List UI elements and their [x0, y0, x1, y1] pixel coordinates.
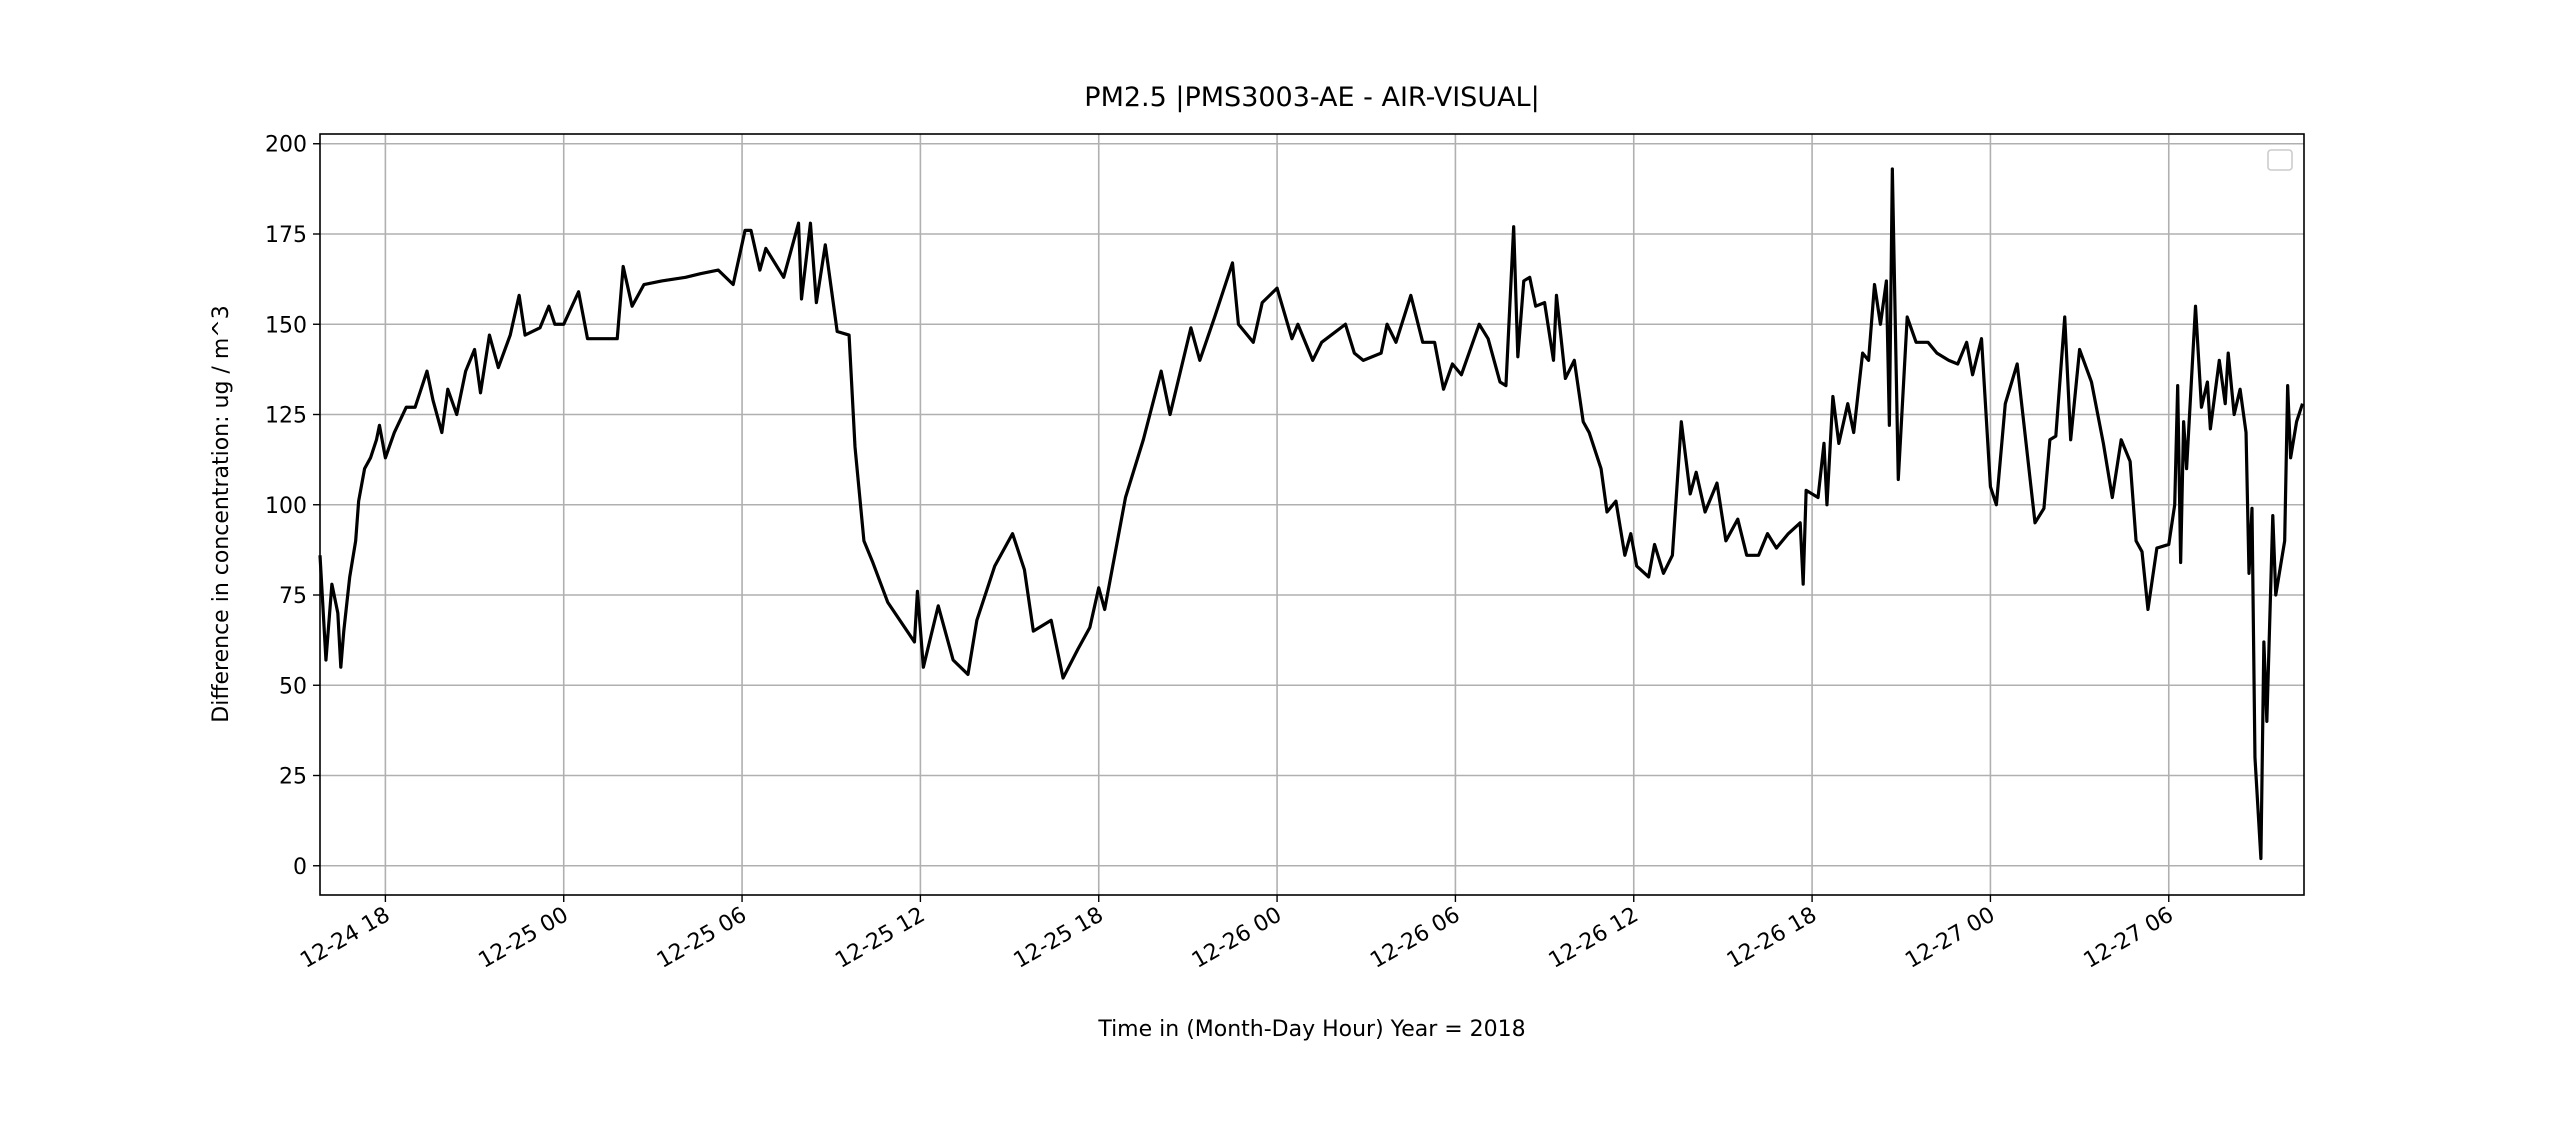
y-tick-label: 25 — [279, 765, 307, 790]
y-tick-label: 175 — [265, 223, 307, 248]
legend-box — [2267, 149, 2293, 171]
y-tick-label: 200 — [265, 133, 307, 158]
x-axis-label: Time in (Month-Day Hour) Year = 2018 — [1097, 1017, 1525, 1042]
y-tick-label: 125 — [265, 404, 307, 429]
data-line — [318, 167, 2305, 861]
y-tick-label: 75 — [279, 584, 307, 609]
y-tick-label: 100 — [265, 494, 307, 519]
plot-frame — [319, 133, 2305, 896]
y-axis-label: Difference in concentration: ug / m^3 — [209, 305, 234, 722]
y-tick-label: 150 — [265, 313, 307, 338]
y-tick-label: 0 — [293, 855, 307, 880]
chart-title: PM2.5 |PMS3003-AE - AIR-VISUAL| — [1084, 82, 1539, 113]
y-tick-label: 50 — [279, 674, 307, 699]
